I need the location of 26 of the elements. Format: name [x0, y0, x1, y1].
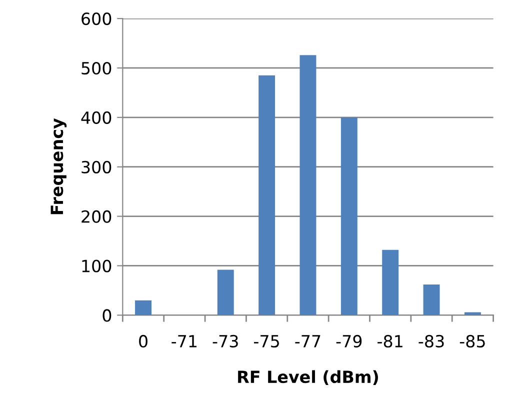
bar	[340, 117, 358, 316]
y-tick-label: 0	[102, 309, 112, 322]
y-tick-label: 200	[82, 210, 112, 223]
x-tick-label: -77	[295, 335, 320, 348]
y-axis-title: Frequency	[50, 118, 67, 214]
x-tick-label: -81	[378, 334, 402, 348]
y-tick-label: 500	[82, 62, 112, 75]
y-tick-label: 300	[82, 160, 112, 174]
bar	[135, 300, 152, 316]
x-tick-label: -85	[460, 334, 485, 348]
x-tick-label: -73	[212, 334, 238, 348]
bar	[423, 284, 440, 316]
x-tick-label: 0	[139, 334, 148, 348]
x-tick-label: -71	[172, 335, 197, 348]
x-axis-title: RF Level (dBm)	[238, 370, 378, 386]
bar	[258, 75, 276, 316]
bar	[464, 312, 481, 316]
y-tick-label: 100	[82, 260, 112, 272]
x-tick-label: -75	[254, 335, 279, 348]
x-tick-label: -79	[336, 334, 362, 348]
bar	[217, 270, 234, 316]
x-tick-label: -83	[418, 334, 444, 348]
y-tick-label: 600	[82, 12, 112, 26]
y-tick-label: 400	[81, 111, 112, 124]
bar	[300, 55, 316, 316]
bar	[382, 250, 399, 316]
